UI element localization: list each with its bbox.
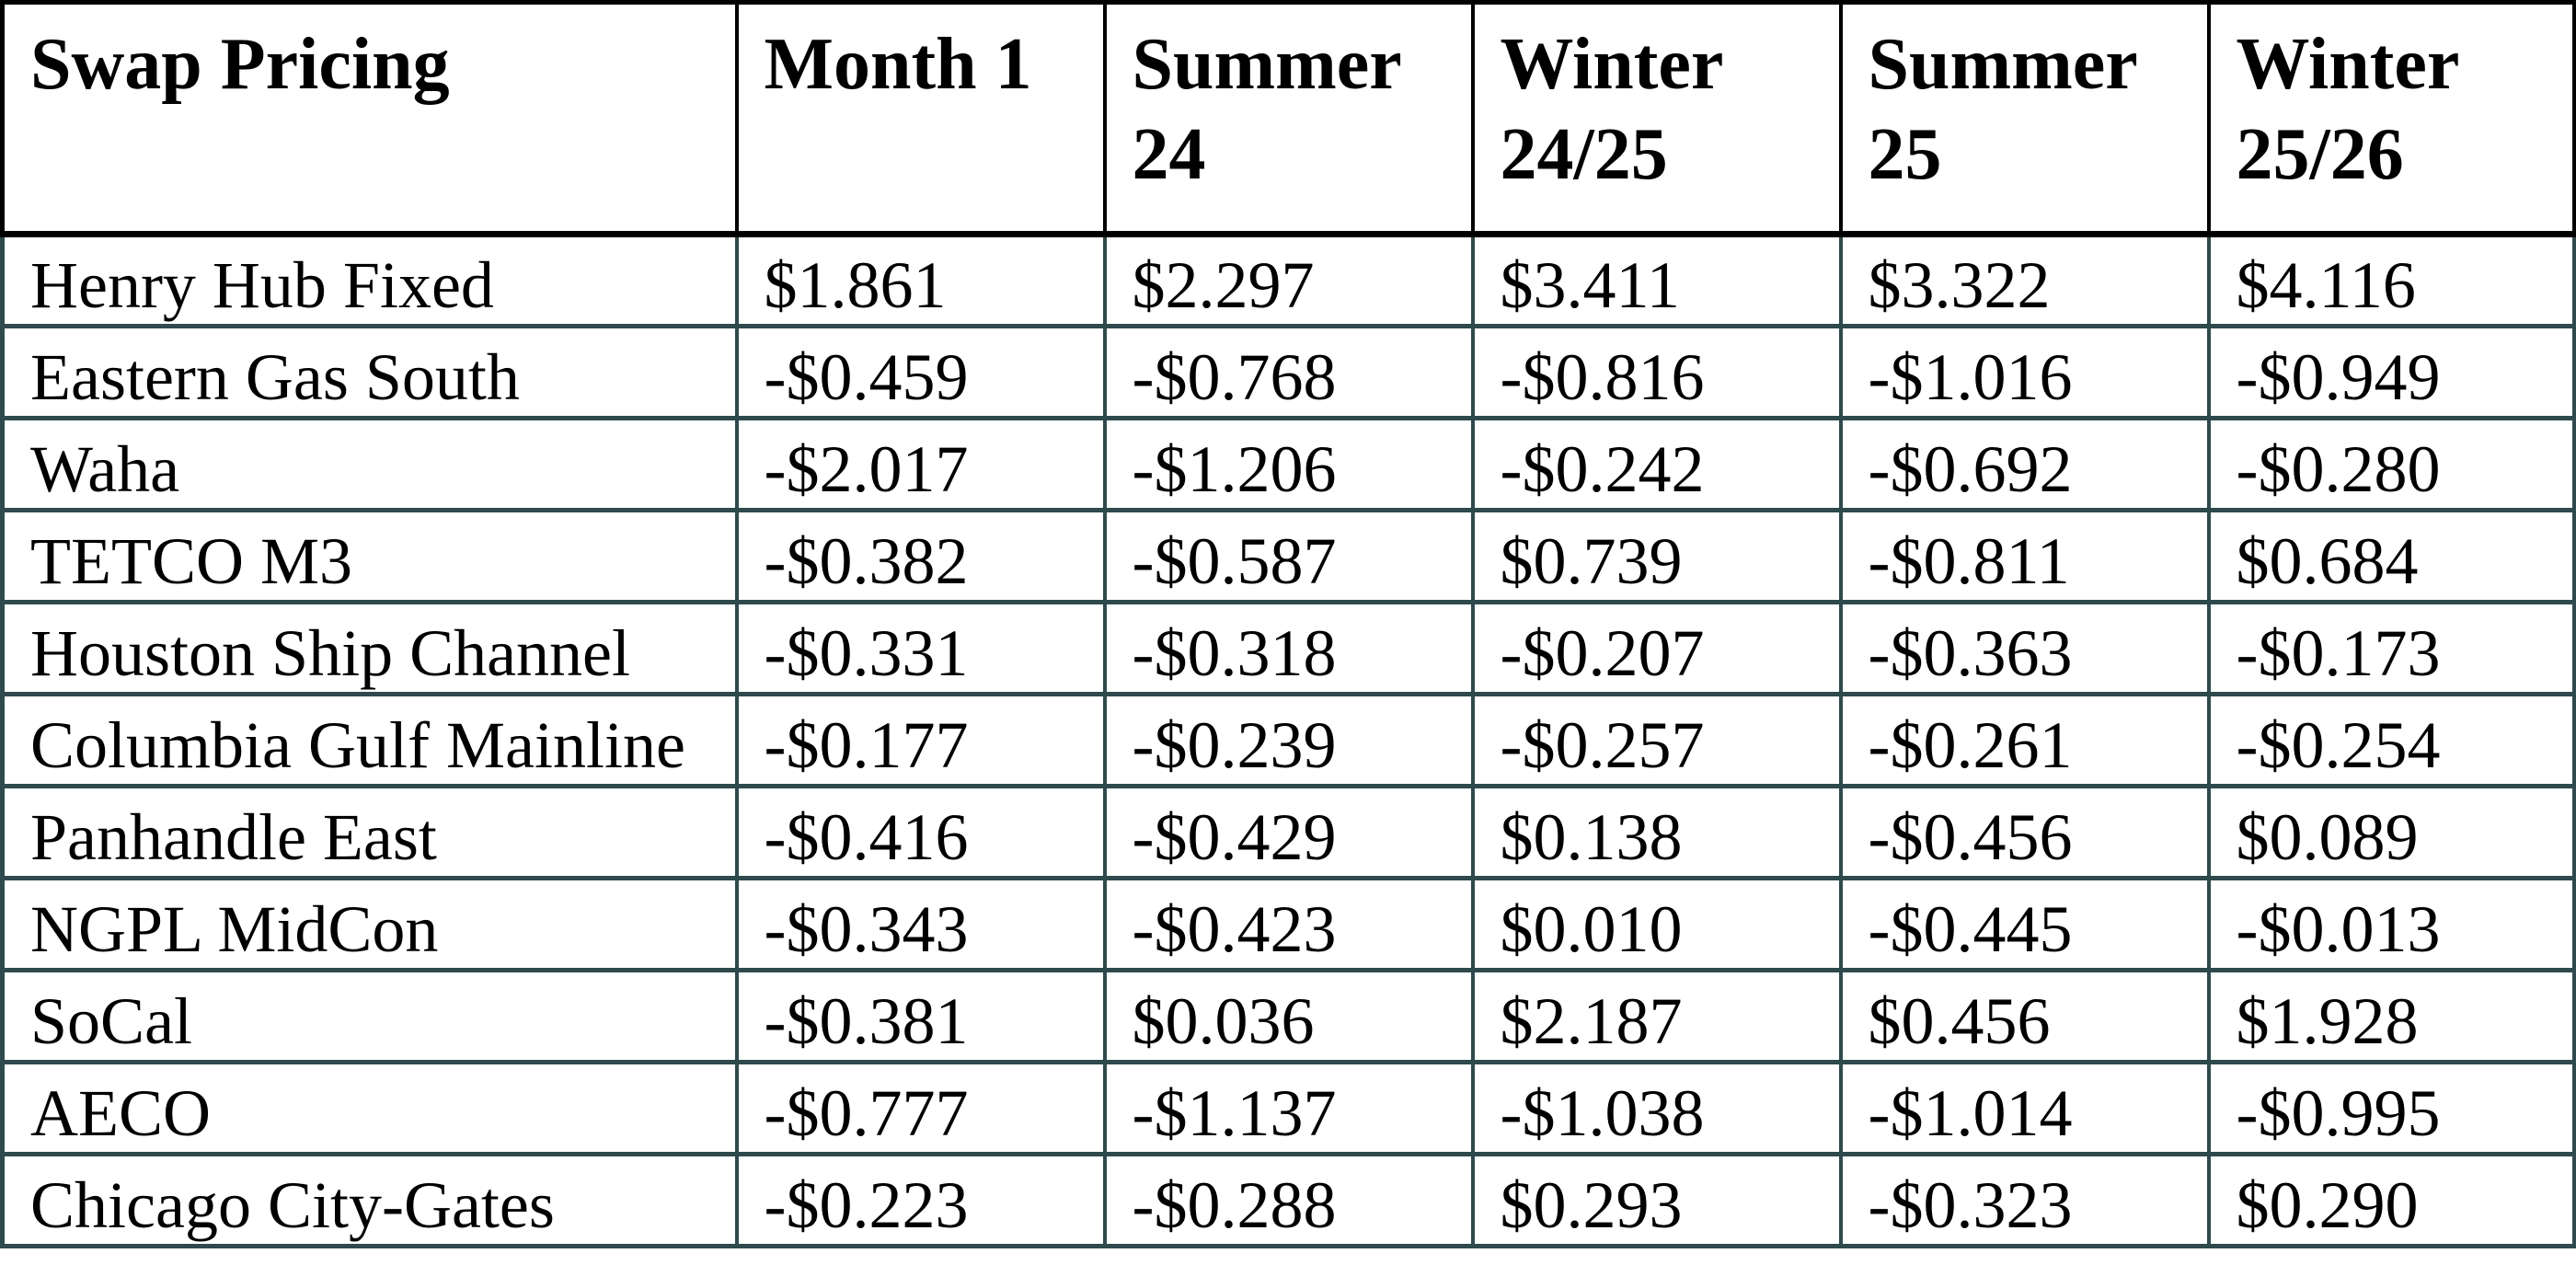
cell-winter-24-25: $0.010 [1470, 876, 1843, 972]
cell-winter-25-26: $0.290 [2206, 1152, 2576, 1248]
cell-summer-24: -$1.137 [1102, 1060, 1475, 1156]
cell-winter-24-25: -$0.257 [1470, 692, 1843, 788]
cell-summer-24: -$0.318 [1102, 600, 1475, 696]
cell-month-1: -$0.177 [734, 692, 1107, 788]
table-row-columbia-gulf-mainline: Columbia Gulf Mainline -$0.177 -$0.239 -… [0, 692, 2576, 788]
cell-winter-24-25: $3.411 [1470, 232, 1843, 328]
cell-winter-25-26: -$0.995 [2206, 1060, 2576, 1156]
cell-winter-25-26: $0.684 [2206, 508, 2576, 604]
table-header: Swap Pricing Month 1 Summer 24 Winter 24… [0, 0, 2576, 237]
table-body: Henry Hub Fixed $1.861 $2.297 $3.411 $3.… [0, 232, 2576, 1248]
cell-month-1: -$0.223 [734, 1152, 1107, 1248]
row-label: Henry Hub Fixed [0, 232, 739, 328]
row-label: NGPL MidCon [0, 876, 739, 972]
row-label: TETCO M3 [0, 508, 739, 604]
cell-winter-25-26: -$0.173 [2206, 600, 2576, 696]
cell-month-1: -$0.331 [734, 600, 1107, 696]
row-label: Chicago City-Gates [0, 1152, 739, 1248]
cell-summer-25: $0.456 [1838, 968, 2211, 1064]
header-winter-24-25: Winter 24/25 [1470, 0, 1843, 237]
cell-summer-24: -$0.768 [1102, 324, 1475, 420]
cell-summer-24: -$0.587 [1102, 508, 1475, 604]
cell-winter-25-26: $4.116 [2206, 232, 2576, 328]
cell-summer-25: -$0.363 [1838, 600, 2211, 696]
cell-summer-25: -$0.323 [1838, 1152, 2211, 1248]
row-label: Waha [0, 416, 739, 512]
cell-winter-25-26: $1.928 [2206, 968, 2576, 1064]
cell-summer-24: -$0.429 [1102, 784, 1475, 880]
cell-winter-25-26: -$0.254 [2206, 692, 2576, 788]
cell-winter-24-25: $2.187 [1470, 968, 1843, 1064]
cell-winter-24-25: $0.293 [1470, 1152, 1843, 1248]
cell-winter-24-25: -$0.816 [1470, 324, 1843, 420]
cell-summer-24: -$1.206 [1102, 416, 1475, 512]
table-row-panhandle-east: Panhandle East -$0.416 -$0.429 $0.138 -$… [0, 784, 2576, 880]
cell-month-1: -$0.416 [734, 784, 1107, 880]
cell-summer-25: -$1.016 [1838, 324, 2211, 420]
row-label: AECO [0, 1060, 739, 1156]
cell-summer-25: -$0.456 [1838, 784, 2211, 880]
table-row-socal: SoCal -$0.381 $0.036 $2.187 $0.456 $1.92… [0, 968, 2576, 1064]
cell-summer-25: -$1.014 [1838, 1060, 2211, 1156]
cell-summer-25: -$0.692 [1838, 416, 2211, 512]
cell-summer-24: $0.036 [1102, 968, 1475, 1064]
cell-summer-25: -$0.811 [1838, 508, 2211, 604]
row-label: Panhandle East [0, 784, 739, 880]
cell-winter-24-25: $0.739 [1470, 508, 1843, 604]
cell-winter-25-26: -$0.949 [2206, 324, 2576, 420]
table-row-eastern-gas-south: Eastern Gas South -$0.459 -$0.768 -$0.81… [0, 324, 2576, 420]
cell-month-1: -$0.382 [734, 508, 1107, 604]
cell-summer-24: -$0.288 [1102, 1152, 1475, 1248]
cell-month-1: -$0.777 [734, 1060, 1107, 1156]
table-row-waha: Waha -$2.017 -$1.206 -$0.242 -$0.692 -$0… [0, 416, 2576, 512]
table-row-aeco: AECO -$0.777 -$1.137 -$1.038 -$1.014 -$0… [0, 1060, 2576, 1156]
table-row-houston-ship-channel: Houston Ship Channel -$0.331 -$0.318 -$0… [0, 600, 2576, 696]
cell-winter-24-25: $0.138 [1470, 784, 1843, 880]
swap-pricing-table: Swap Pricing Month 1 Summer 24 Winter 24… [0, 0, 2576, 1248]
table-row-ngpl-midcon: NGPL MidCon -$0.343 -$0.423 $0.010 -$0.4… [0, 876, 2576, 972]
cell-summer-24: $2.297 [1102, 232, 1475, 328]
header-summer-24: Summer 24 [1102, 0, 1475, 237]
cell-winter-24-25: -$1.038 [1470, 1060, 1843, 1156]
cell-summer-25: -$0.445 [1838, 876, 2211, 972]
cell-winter-24-25: -$0.242 [1470, 416, 1843, 512]
cell-month-1: -$2.017 [734, 416, 1107, 512]
cell-summer-25: -$0.261 [1838, 692, 2211, 788]
cell-month-1: -$0.459 [734, 324, 1107, 420]
cell-winter-25-26: $0.089 [2206, 784, 2576, 880]
row-label: Columbia Gulf Mainline [0, 692, 739, 788]
cell-summer-24: -$0.239 [1102, 692, 1475, 788]
cell-winter-25-26: -$0.280 [2206, 416, 2576, 512]
header-winter-25-26: Winter 25/26 [2206, 0, 2576, 237]
cell-month-1: $1.861 [734, 232, 1107, 328]
header-row: Swap Pricing Month 1 Summer 24 Winter 24… [0, 0, 2576, 237]
header-swap-pricing: Swap Pricing [0, 0, 739, 237]
row-label: SoCal [0, 968, 739, 1064]
cell-winter-24-25: -$0.207 [1470, 600, 1843, 696]
row-label: Houston Ship Channel [0, 600, 739, 696]
cell-month-1: -$0.343 [734, 876, 1107, 972]
cell-summer-24: -$0.423 [1102, 876, 1475, 972]
cell-month-1: -$0.381 [734, 968, 1107, 1064]
row-label: Eastern Gas South [0, 324, 739, 420]
header-month-1: Month 1 [734, 0, 1107, 237]
table-row-henry-hub-fixed: Henry Hub Fixed $1.861 $2.297 $3.411 $3.… [0, 232, 2576, 328]
cell-winter-25-26: -$0.013 [2206, 876, 2576, 972]
cell-summer-25: $3.322 [1838, 232, 2211, 328]
header-summer-25: Summer 25 [1838, 0, 2211, 237]
table-row-chicago-city-gates: Chicago City-Gates -$0.223 -$0.288 $0.29… [0, 1152, 2576, 1248]
table-row-tetco-m3: TETCO M3 -$0.382 -$0.587 $0.739 -$0.811 … [0, 508, 2576, 604]
